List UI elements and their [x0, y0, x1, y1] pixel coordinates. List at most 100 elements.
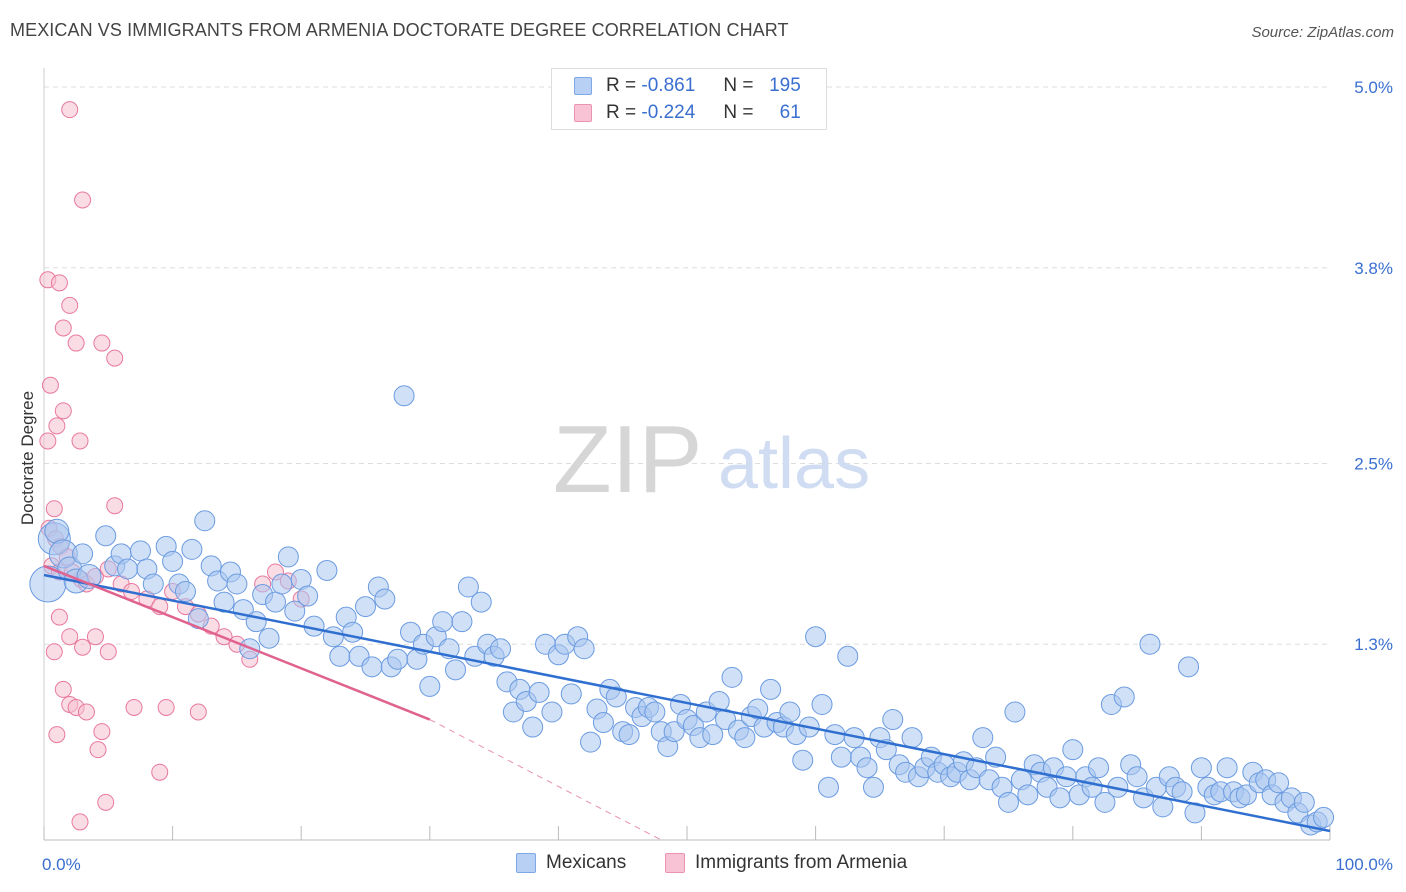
data-point-mexicans: [721, 666, 743, 688]
legend-n-value: 61: [779, 102, 801, 123]
data-point-mexicans: [605, 686, 627, 708]
data-point-mexicans: [264, 591, 286, 613]
data-point-mexicans: [226, 573, 248, 595]
legend-n-label: N =: [723, 75, 754, 96]
legend-label-mexicans: Mexicans: [546, 852, 627, 873]
data-point-mexicans: [702, 724, 724, 746]
data-point-mexicans: [1088, 757, 1110, 779]
legend-swatch-mexicans: [516, 853, 536, 873]
legend-swatch-armenia: [665, 853, 685, 873]
data-point-mexicans: [387, 648, 409, 670]
legend-item-mexicans: Mexicans: [516, 852, 626, 874]
data-point-mexicans: [541, 701, 563, 723]
legend-item-armenia: Immigrants from Armenia: [665, 852, 907, 874]
data-point-mexicans: [792, 749, 814, 771]
data-point-mexicans: [142, 573, 164, 595]
data-point-mexicans: [1190, 757, 1212, 779]
data-point-mexicans: [457, 576, 479, 598]
data-point-mexicans: [856, 757, 878, 779]
data-point-mexicans: [1139, 633, 1161, 655]
data-point-mexicans: [117, 558, 139, 580]
legend-n-value: 195: [769, 75, 801, 96]
legend-r-value: -0.861: [641, 75, 696, 96]
data-point-mexicans: [1171, 781, 1193, 803]
source-credit: Source: ZipAtlas.com: [1251, 24, 1394, 41]
data-point-mexicans: [355, 596, 376, 618]
watermark-zip: ZIP: [553, 406, 702, 513]
data-point-mexicans: [528, 681, 550, 703]
data-point-mexicans: [258, 627, 280, 649]
series-legend: Mexicans Immigrants from Armenia: [0, 852, 1406, 878]
trend-line-armenia: [43, 564, 431, 721]
data-point-armenia: [106, 497, 124, 515]
data-point-armenia: [125, 698, 143, 716]
y-tick-label: 1.3%: [1354, 635, 1393, 654]
data-point-mexicans: [1268, 772, 1290, 794]
data-point-mexicans: [322, 626, 344, 648]
legend-n-label: N =: [723, 102, 754, 123]
data-point-mexicans: [284, 600, 306, 622]
data-point-mexicans: [805, 626, 827, 648]
data-point-mexicans: [1017, 784, 1039, 806]
data-point-mexicans: [277, 546, 299, 568]
legend-label-armenia: Immigrants from Armenia: [695, 852, 908, 873]
data-point-mexicans: [560, 683, 582, 705]
tick-labels: 1.3% 2.5% 3.8% 5.0% 0.0% 100.0%: [42, 78, 1393, 874]
data-point-mexicans: [1235, 784, 1257, 806]
data-point-mexicans: [760, 678, 782, 700]
data-point-mexicans: [663, 721, 685, 743]
data-point-armenia: [97, 793, 115, 811]
data-point-mexicans: [329, 645, 351, 667]
data-point-mexicans: [862, 776, 884, 798]
data-point-mexicans: [490, 638, 512, 660]
data-point-armenia: [50, 274, 68, 292]
data-point-mexicans: [400, 621, 422, 643]
data-point-mexicans: [901, 727, 923, 749]
data-point-mexicans: [1094, 791, 1116, 813]
trend-line-mexicans: [43, 573, 1331, 833]
data-point-mexicans: [998, 791, 1019, 813]
data-point-armenia: [54, 319, 72, 337]
data-point-mexicans: [618, 724, 640, 746]
legend-r-label: R =: [606, 75, 637, 96]
data-point-mexicans: [72, 543, 94, 565]
data-point-mexicans: [734, 727, 756, 749]
chart-title: MEXICAN VS IMMIGRANTS FROM ARMENIA DOCTO…: [10, 20, 789, 40]
y-tick-label: 2.5%: [1354, 455, 1393, 474]
legend-swatch-pink: [574, 104, 592, 122]
data-point-armenia: [74, 191, 92, 209]
data-point-mexicans: [271, 573, 293, 595]
axis-layer: [43, 68, 1331, 841]
data-point-mexicans: [1004, 701, 1026, 723]
data-point-mexicans: [361, 656, 383, 678]
legend-row-mexicans: R = -0.861 N = 195: [552, 73, 801, 99]
data-point-armenia: [48, 417, 66, 435]
data-point-mexicans: [1293, 791, 1315, 813]
watermark-atlas: atlas: [718, 424, 870, 504]
data-point-armenia: [71, 813, 89, 831]
data-point-mexicans: [882, 709, 904, 731]
data-point-armenia: [99, 643, 117, 661]
data-point-mexicans: [374, 588, 396, 610]
data-point-mexicans: [592, 712, 614, 734]
data-point-armenia: [77, 703, 95, 721]
data-point-mexicans: [297, 585, 319, 607]
y-tick-label: 3.8%: [1354, 259, 1393, 278]
data-point-mexicans: [522, 716, 544, 738]
data-point-mexicans: [779, 701, 801, 723]
data-point-mexicans: [470, 591, 492, 613]
data-point-mexicans: [162, 550, 184, 572]
grid-layer: [44, 86, 1330, 645]
legend-row-armenia: R = -0.224 N = 61: [552, 100, 801, 126]
data-point-mexicans: [1049, 787, 1071, 809]
legend-r-value: -0.224: [641, 102, 696, 123]
data-point-armenia: [61, 101, 79, 119]
y-tick-label: 5.0%: [1354, 78, 1393, 97]
data-point-armenia: [61, 628, 79, 646]
data-point-armenia: [39, 432, 57, 450]
data-point-mexicans: [972, 727, 994, 749]
data-point-mexicans: [811, 693, 833, 715]
data-point-mexicans: [445, 659, 467, 681]
data-point-mexicans: [194, 510, 216, 532]
